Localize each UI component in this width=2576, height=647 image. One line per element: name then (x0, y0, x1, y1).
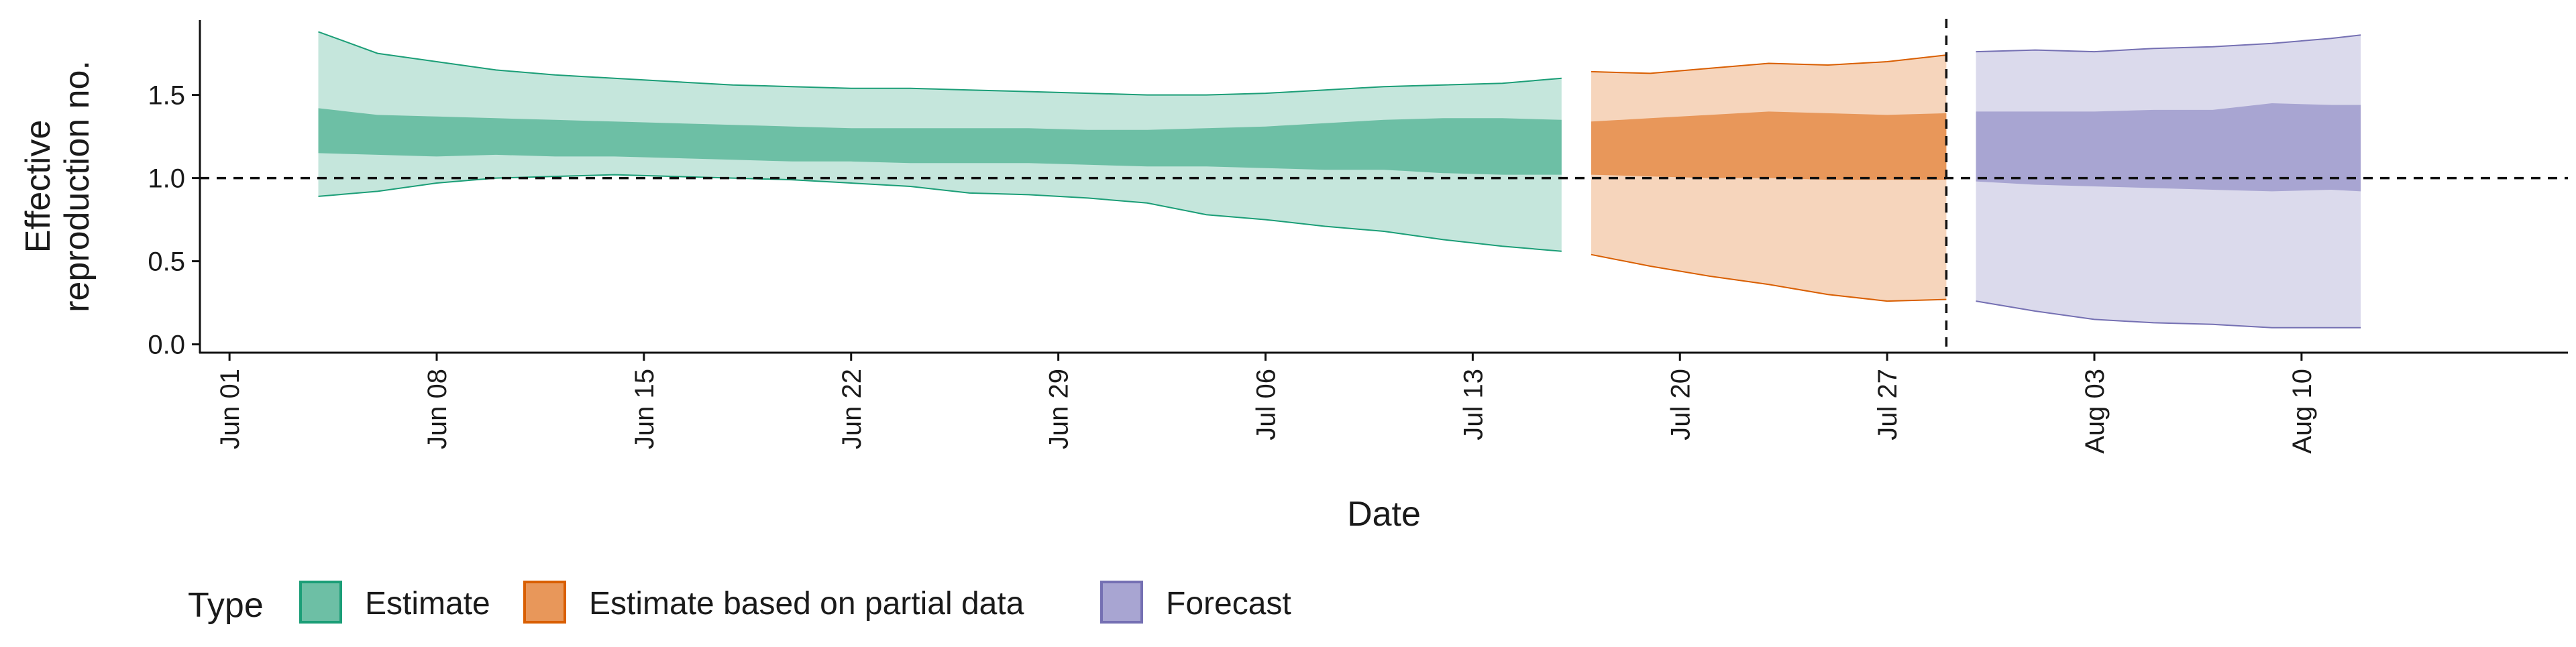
forecast-series (1976, 34, 2361, 329)
forecast-upper-outline (1976, 34, 2361, 53)
partial-lower-outline (1591, 253, 1947, 302)
legend-title: Type (188, 586, 264, 625)
legend-swatch-forecast (1100, 581, 1143, 624)
x-tick-label: Jul 06 (1252, 369, 1281, 440)
y-tick-label: 0.5 (148, 247, 185, 277)
legend-label-estimate: Estimate (365, 586, 490, 622)
legend-swatch-partial (523, 581, 566, 624)
x-tick-label: Jun 01 (215, 369, 245, 449)
y-axis-title-line-2: reproduction no. (58, 60, 97, 312)
estimate-series (318, 31, 1562, 252)
y-tick-label: 0.0 (148, 331, 185, 360)
y-tick-label: 1.5 (148, 81, 185, 111)
x-tick-label: Jun 15 (630, 369, 659, 449)
x-tick-label: Jun 22 (837, 369, 867, 449)
legend-swatch-estimate (299, 581, 342, 624)
reference-lines (200, 19, 2568, 353)
forecast-lower-outline (1976, 300, 2361, 329)
partial-inner-band (1591, 111, 1947, 180)
legend-label-forecast: Forecast (1166, 586, 1291, 622)
y-axis-title: Effective reproduction no. (19, 60, 97, 312)
x-axis-title: Date (1347, 495, 1421, 534)
x-tick-label: Aug 03 (2080, 369, 2110, 454)
axes-layer (192, 20, 2568, 361)
x-tick-label: Jul 13 (1458, 369, 1488, 440)
labels-layer: 0.0 0.5 1.0 1.5 Jun 01 Jun 08 Jun 15 Jun 22 Jun … (19, 60, 2317, 534)
partial-upper-outline (1591, 54, 1947, 74)
bands-layer (318, 31, 2361, 329)
x-tick-label: Jun 08 (423, 369, 452, 449)
legend: Type Estimate Estimate based on partial da… (188, 581, 1291, 625)
forecast-inner-band (1976, 103, 2361, 192)
x-tick-label: Jul 27 (1873, 369, 1902, 440)
estimate-inner-band (318, 108, 1562, 175)
y-axis-title-line-1: Effective (19, 120, 58, 253)
y-tick-label: 1.0 (148, 164, 185, 194)
x-tick-label: Jul 20 (1666, 369, 1695, 440)
estimate-upper-outline (318, 31, 1562, 96)
legend-label-partial: Estimate based on partial data (589, 586, 1024, 622)
x-tick-label: Jun 29 (1044, 369, 1074, 449)
x-tick-label: Aug 10 (2288, 369, 2317, 454)
